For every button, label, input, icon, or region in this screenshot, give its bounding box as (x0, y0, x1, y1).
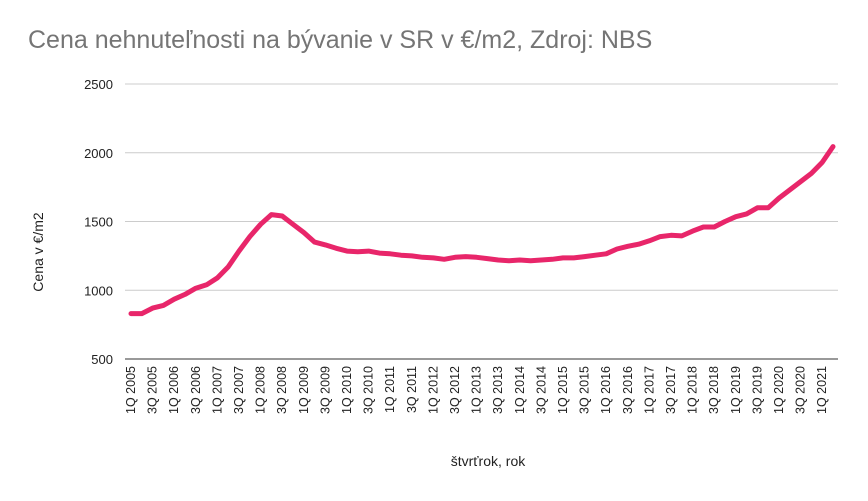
x-tick-label: 1Q 2020 (772, 366, 786, 414)
x-tick-label: 3Q 2007 (232, 366, 246, 414)
y-tick-label: 1000 (84, 283, 113, 298)
x-tick-label: 1Q 2006 (167, 366, 181, 414)
x-tick-label: 1Q 2015 (556, 366, 570, 414)
x-tick-label: 1Q 2016 (599, 366, 613, 414)
x-tick-label: 1Q 2013 (470, 366, 484, 414)
x-tick-label: 1Q 2012 (426, 366, 440, 414)
x-tick-label: 1Q 2019 (729, 366, 743, 414)
gridlines (125, 83, 838, 360)
x-tick-label: 3Q 2010 (362, 366, 376, 414)
x-tick-label: 1Q 2021 (815, 366, 829, 414)
x-tick-label: 3Q 2018 (707, 366, 721, 414)
x-tick-label: 3Q 2017 (664, 366, 678, 414)
chart-title: Cena nehnuteľnosti na bývanie v SR v €/m… (28, 26, 653, 54)
x-tick-label: 3Q 2020 (794, 366, 808, 414)
x-tick-label: 3Q 2015 (578, 366, 592, 414)
y-tick-label: 2500 (84, 77, 113, 92)
x-tick-label: 1Q 2018 (686, 366, 700, 414)
x-tick-label: 3Q 2005 (146, 366, 160, 414)
y-tick-label: 2000 (84, 146, 113, 161)
x-axis-label: štvrťrok, rok (451, 453, 526, 469)
x-tick-label: 1Q 2011 (383, 366, 397, 413)
x-tick-label: 3Q 2009 (318, 366, 332, 414)
x-tick-label: 1Q 2010 (340, 366, 354, 414)
y-tick-label: 500 (91, 352, 113, 367)
x-tick-label: 3Q 2013 (491, 366, 505, 414)
x-tick-label: 1Q 2009 (297, 366, 311, 414)
y-axis-label: Cena v €/m2 (30, 212, 46, 292)
x-tick-label: 1Q 2014 (513, 366, 527, 414)
x-tick-label: 1Q 2007 (210, 366, 224, 414)
x-tick-label: 3Q 2008 (275, 366, 289, 414)
y-axis-ticks: 500 1000 1500 2000 2500 (84, 77, 113, 367)
x-tick-label: 3Q 2011 (405, 366, 419, 413)
x-tick-label: 1Q 2017 (642, 366, 656, 414)
x-axis-ticks: 1Q 2005 3Q 2005 1Q 2006 3Q 2006 1Q 2007 3Q 20… (124, 366, 829, 414)
x-tick-label: 1Q 2008 (254, 366, 268, 414)
x-tick-label: 3Q 2014 (534, 366, 548, 414)
x-tick-label: 3Q 2016 (621, 366, 635, 414)
x-tick-label: 3Q 2019 (750, 366, 764, 414)
x-tick-label: 3Q 2012 (448, 366, 462, 414)
series-line (128, 144, 836, 317)
x-tick-label: 3Q 2006 (189, 366, 203, 414)
x-tick-label: 1Q 2005 (124, 366, 138, 414)
y-tick-label: 1500 (84, 215, 113, 230)
